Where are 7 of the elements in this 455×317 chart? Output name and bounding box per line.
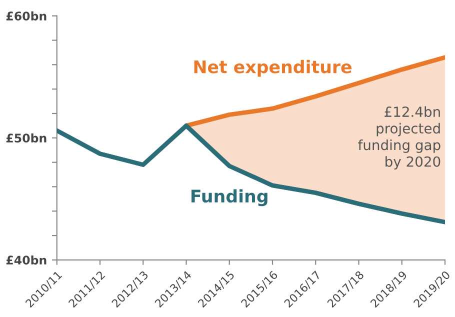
y-tick-label: £50bn bbox=[6, 133, 46, 143]
series-label: Funding bbox=[192, 189, 268, 206]
y-tick-label: £60bn bbox=[6, 11, 46, 21]
y-tick-label: £40bn bbox=[6, 255, 46, 265]
line-series bbox=[56, 123, 445, 224]
series-label: Net expenditure bbox=[194, 60, 352, 77]
annotation: £12.4bn projected funding gap by 2020 bbox=[358, 106, 440, 170]
